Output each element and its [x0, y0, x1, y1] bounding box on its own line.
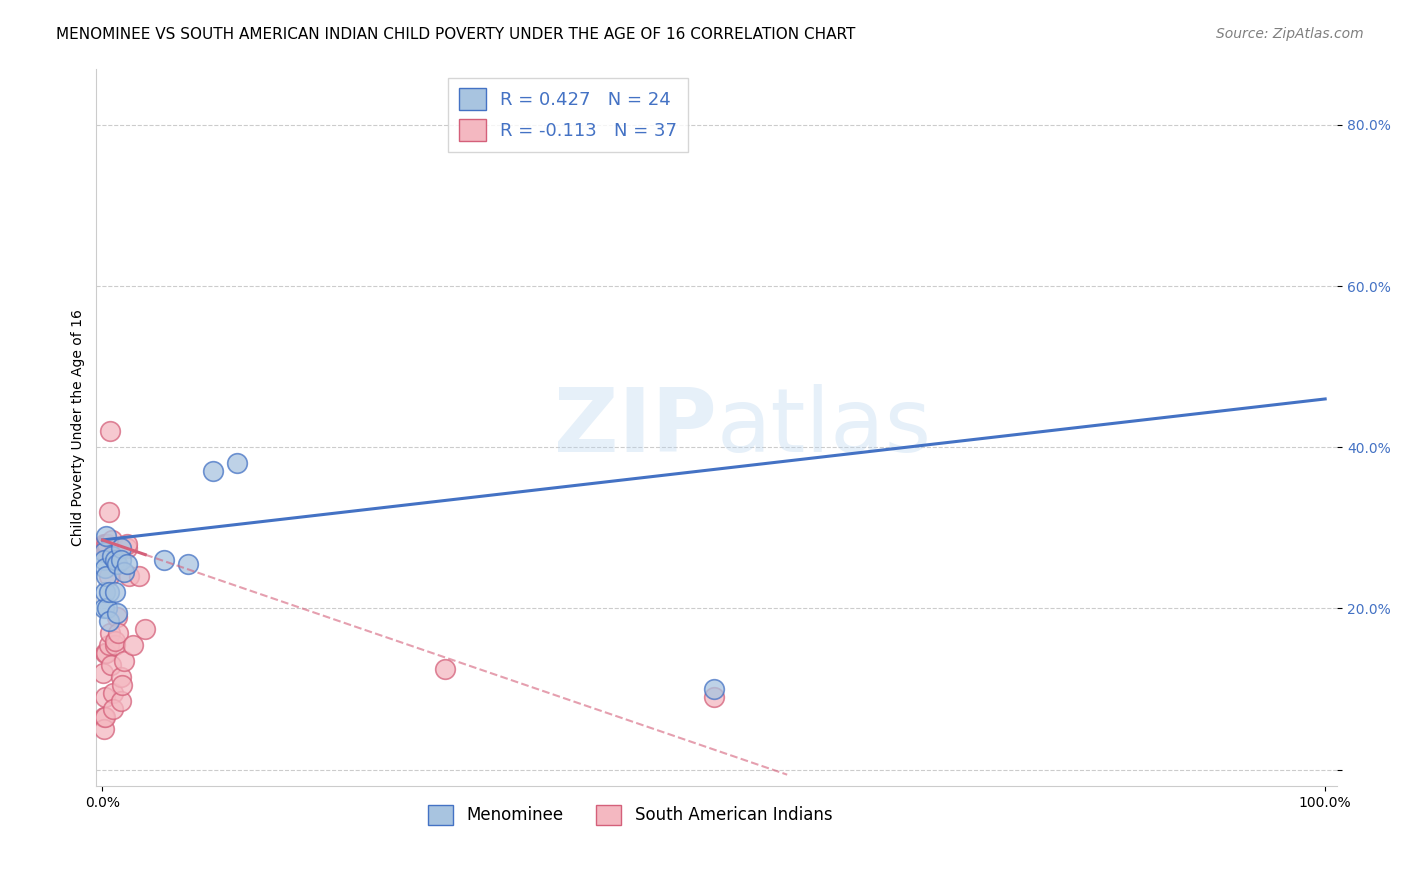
Point — [177, 557, 200, 571]
Point — [97, 614, 120, 628]
Point — [115, 537, 138, 551]
Text: MENOMINEE VS SOUTH AMERICAN INDIAN CHILD POVERTY UNDER THE AGE OF 16 CORRELATION: MENOMINEE VS SOUTH AMERICAN INDIAN CHILD… — [56, 27, 856, 42]
Point — [96, 541, 118, 555]
Point — [98, 625, 121, 640]
Point — [93, 537, 115, 551]
Point — [97, 585, 120, 599]
Point — [118, 569, 141, 583]
Text: ZIP: ZIP — [554, 384, 717, 471]
Point — [104, 633, 127, 648]
Point — [94, 585, 117, 599]
Point — [94, 561, 117, 575]
Point — [105, 606, 128, 620]
Point — [122, 638, 145, 652]
Point — [110, 694, 132, 708]
Point — [703, 690, 725, 705]
Point — [101, 549, 124, 563]
Point — [98, 424, 121, 438]
Point — [94, 545, 117, 559]
Point — [433, 662, 456, 676]
Point — [103, 702, 125, 716]
Point — [152, 553, 174, 567]
Point — [94, 690, 117, 705]
Point — [128, 569, 150, 583]
Point — [93, 710, 115, 724]
Point — [111, 678, 134, 692]
Legend: Menominee, South American Indians: Menominee, South American Indians — [418, 795, 842, 835]
Point — [114, 654, 136, 668]
Point — [100, 657, 122, 672]
Point — [97, 569, 120, 583]
Point — [114, 566, 136, 580]
Point — [104, 585, 127, 599]
Point — [93, 545, 115, 559]
Point — [134, 622, 156, 636]
Point — [94, 646, 117, 660]
Point — [94, 537, 117, 551]
Point — [105, 557, 128, 571]
Point — [105, 609, 128, 624]
Text: atlas: atlas — [717, 384, 932, 471]
Point — [110, 670, 132, 684]
Point — [226, 457, 249, 471]
Point — [201, 465, 224, 479]
Point — [104, 553, 127, 567]
Point — [703, 682, 725, 697]
Point — [97, 638, 120, 652]
Point — [93, 553, 115, 567]
Point — [94, 529, 117, 543]
Point — [110, 553, 132, 567]
Point — [110, 541, 132, 555]
Point — [96, 601, 118, 615]
Point — [93, 601, 115, 615]
Point — [93, 723, 115, 737]
Point — [94, 569, 117, 583]
Point — [97, 505, 120, 519]
Text: Source: ZipAtlas.com: Source: ZipAtlas.com — [1216, 27, 1364, 41]
Point — [94, 646, 117, 660]
Point — [107, 625, 129, 640]
Point — [96, 537, 118, 551]
Point — [101, 533, 124, 547]
Point — [91, 665, 114, 680]
Y-axis label: Child Poverty Under the Age of 16: Child Poverty Under the Age of 16 — [72, 309, 86, 546]
Point — [115, 541, 138, 555]
Point — [103, 686, 125, 700]
Point — [104, 638, 127, 652]
Point — [94, 710, 117, 724]
Point — [115, 557, 138, 571]
